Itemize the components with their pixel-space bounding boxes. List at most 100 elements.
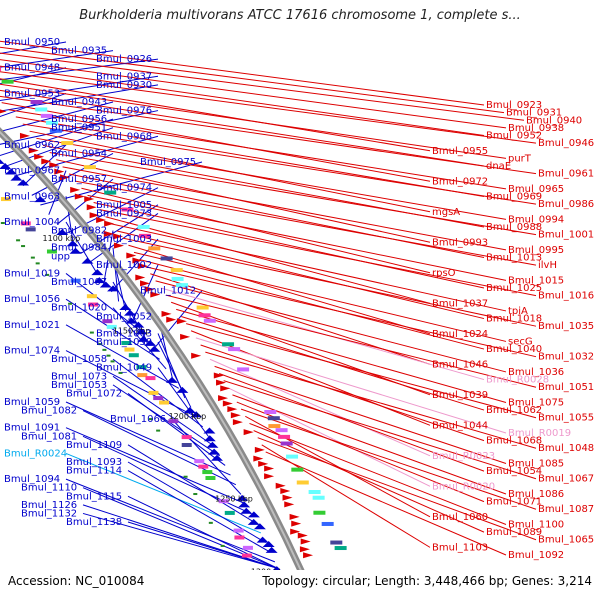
- left-gene-label[interactable]: Bmul_1053: [51, 380, 107, 391]
- right-gene-label[interactable]: Bmul_R0023: [432, 451, 495, 462]
- left-gene-label[interactable]: Bmul_1049: [96, 363, 152, 374]
- right-gene-label[interactable]: Bmul_0946: [538, 138, 594, 149]
- right-gene-label[interactable]: Bmul_1100: [508, 519, 564, 530]
- left-gene-label[interactable]: Bmul_1020: [51, 303, 107, 314]
- right-gene-label[interactable]: Bmul_1075: [508, 397, 564, 408]
- left-gene-label[interactable]: Bmul_1110: [21, 483, 77, 494]
- left-gene-label[interactable]: Bmul_1138: [66, 517, 122, 528]
- right-gene-label[interactable]: Bmul_1025: [486, 283, 542, 294]
- left-gene-label[interactable]: Bmul_1093: [66, 457, 122, 468]
- left-gene-label[interactable]: Bmul_0935: [51, 46, 107, 57]
- right-gene-label[interactable]: Bmul_0995: [508, 245, 564, 256]
- left-gene-label[interactable]: Bmul_1114: [66, 466, 122, 477]
- left-gene-label[interactable]: Bmul_0937: [96, 71, 152, 82]
- left-gene-label[interactable]: Bmul_0973: [96, 208, 152, 219]
- left-gene-label[interactable]: Bmul_1066: [110, 414, 166, 425]
- left-gene-label[interactable]: Bmul_0963: [4, 191, 60, 202]
- left-gene-label[interactable]: Bmul_1091: [4, 423, 60, 434]
- right-gene-label[interactable]: Bmul_1013: [486, 253, 542, 264]
- left-gene-label[interactable]: Bmul_1050: [96, 337, 152, 348]
- right-gene-label[interactable]: Bmul_0994: [508, 214, 564, 225]
- right-gene-label[interactable]: Bmul_1046: [432, 359, 488, 370]
- right-gene-label[interactable]: Bmul_1037: [432, 298, 488, 309]
- left-gene-label[interactable]: Bmul_0926: [96, 54, 152, 65]
- right-gene-label[interactable]: Bmul_0961: [538, 169, 594, 180]
- right-gene-label[interactable]: Bmul_1092: [508, 550, 564, 561]
- right-gene-label[interactable]: Bmul_1055: [538, 413, 594, 424]
- right-gene-label[interactable]: Bmul_1054: [486, 466, 542, 477]
- left-gene-label[interactable]: Bmul_1004: [4, 217, 60, 228]
- left-gene-label[interactable]: Bmul_0962: [4, 140, 60, 151]
- left-gene-label[interactable]: Bmul_1094: [4, 474, 60, 485]
- left-gene-label[interactable]: Bmul_1003: [96, 234, 152, 245]
- right-gene-label[interactable]: secG: [508, 336, 533, 347]
- left-gene-label[interactable]: Bmul_1073: [51, 371, 107, 382]
- left-gene-label[interactable]: Bmul_1052: [96, 311, 152, 322]
- left-gene-label[interactable]: Bmul_1007: [51, 277, 107, 288]
- right-gene-label[interactable]: Bmul_1060: [432, 512, 488, 523]
- right-gene-label[interactable]: Bmul_1087: [538, 504, 594, 515]
- right-gene-label[interactable]: Bmul_0938: [508, 123, 564, 134]
- right-gene-label[interactable]: Bmul_0965: [508, 184, 564, 195]
- left-gene-label[interactable]: Bmul_0967: [4, 166, 60, 177]
- left-gene-label[interactable]: Bmul_1109: [66, 440, 122, 451]
- right-gene-label[interactable]: Bmul_0986: [538, 199, 594, 210]
- right-gene-label[interactable]: ilvH: [538, 260, 557, 271]
- left-gene-label[interactable]: Bmul_1019: [4, 268, 60, 279]
- left-gene-label[interactable]: Bmul_0975: [140, 157, 196, 168]
- right-gene-label[interactable]: Bmul_1032: [538, 352, 594, 363]
- left-gene-label[interactable]: Bmul_0930: [96, 80, 152, 91]
- right-gene-label[interactable]: Bmul_1062: [486, 405, 542, 416]
- left-gene-label[interactable]: Bmul_0953: [4, 88, 60, 99]
- right-gene-label[interactable]: Bmul_1040: [486, 344, 542, 355]
- left-gene-label[interactable]: Bmul_1056: [4, 294, 60, 305]
- right-gene-label[interactable]: dnaE: [486, 161, 511, 172]
- right-gene-label[interactable]: Bmul_1018: [486, 314, 542, 325]
- right-gene-label[interactable]: Bmul_0972: [432, 176, 488, 187]
- right-gene-label[interactable]: Bmul_1085: [508, 458, 564, 469]
- right-gene-label[interactable]: Bmul_1067: [538, 474, 594, 485]
- right-gene-label[interactable]: Bmul_0988: [486, 222, 542, 233]
- left-gene-label[interactable]: Bmul_1058: [51, 354, 107, 365]
- right-gene-label[interactable]: Bmul_1065: [538, 535, 594, 546]
- right-gene-label[interactable]: Bmul_1051: [538, 382, 594, 393]
- left-gene-label[interactable]: Bmul_0948: [4, 63, 60, 74]
- left-gene-label[interactable]: Bmul_0984: [51, 243, 107, 254]
- right-gene-label[interactable]: Bmul_1103: [432, 542, 488, 553]
- right-gene-label[interactable]: purT: [508, 153, 532, 164]
- right-gene-label[interactable]: Bmul_1015: [508, 275, 564, 286]
- right-gene-label[interactable]: Bmul_1044: [432, 420, 488, 431]
- left-gene-label[interactable]: Bmul_0950: [4, 37, 60, 48]
- left-gene-label[interactable]: Bmul_1005: [96, 200, 152, 211]
- right-gene-label[interactable]: Bmul_1001: [538, 230, 594, 241]
- right-gene-label[interactable]: Bmul_0993: [432, 237, 488, 248]
- right-gene-label[interactable]: Bmul_1035: [538, 321, 594, 332]
- left-gene-label[interactable]: Bmul_0982: [51, 226, 107, 237]
- right-gene-label[interactable]: Bmul_1048: [538, 443, 594, 454]
- left-gene-label[interactable]: Bmul_0951: [51, 123, 107, 134]
- left-gene-label[interactable]: Bmul_1012: [140, 286, 196, 297]
- right-gene-label[interactable]: Bmul_1068: [486, 436, 542, 447]
- right-gene-label[interactable]: Bmul_R0020: [432, 481, 495, 492]
- left-gene-label[interactable]: Bmul_1132: [21, 508, 77, 519]
- left-gene-label[interactable]: Bmul_1126: [21, 500, 77, 511]
- left-gene-label[interactable]: Bmul_1021: [4, 320, 60, 331]
- right-gene-label[interactable]: Bmul_0969: [486, 192, 542, 203]
- left-gene-label[interactable]: Bmul_0943: [51, 97, 107, 108]
- left-gene-label[interactable]: Bmul_1115: [66, 491, 122, 502]
- left-gene-label[interactable]: Bmul_0974: [96, 183, 152, 194]
- right-gene-label[interactable]: Bmul_1086: [508, 489, 564, 500]
- right-gene-label[interactable]: Bmul_1071: [486, 497, 542, 508]
- right-gene-label[interactable]: mgsA: [432, 207, 460, 218]
- left-gene-label[interactable]: Bmul_0968: [96, 131, 152, 142]
- right-gene-label[interactable]: rpsO: [432, 268, 456, 279]
- right-gene-label[interactable]: Bmul_1039: [432, 390, 488, 401]
- left-gene-label[interactable]: Bmul_0957: [51, 174, 107, 185]
- right-gene-label[interactable]: Bmul_R0028: [486, 375, 549, 386]
- left-gene-label[interactable]: Bmul_0976: [96, 106, 152, 117]
- right-gene-label[interactable]: Bmul_R0019: [508, 428, 571, 439]
- right-gene-label[interactable]: Bmul_0955: [432, 146, 488, 157]
- left-gene-label[interactable]: Bmul_1074: [4, 346, 60, 357]
- left-gene-label[interactable]: Bmul_1059: [4, 397, 60, 408]
